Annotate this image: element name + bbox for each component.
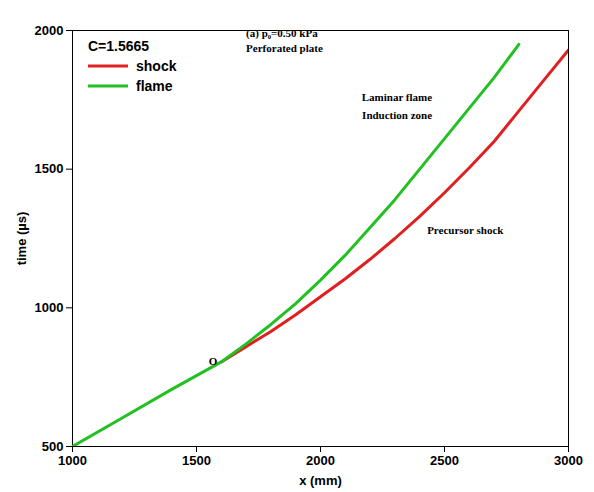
- svg-text:Induction zone: Induction zone: [362, 109, 432, 121]
- svg-text:1000: 1000: [35, 300, 64, 315]
- html-text:C=1.5665: C=1.5665: [88, 38, 150, 54]
- svg-text:2500: 2500: [430, 453, 459, 468]
- svg-text:1000: 1000: [58, 453, 87, 468]
- svg-text:1500: 1500: [182, 453, 211, 468]
- html-text:flame: flame: [136, 78, 173, 94]
- svg-text:Perforated plate: Perforated plate: [246, 42, 323, 54]
- svg-text:3000: 3000: [554, 453, 583, 468]
- svg-text:time (µs): time (µs): [14, 212, 29, 266]
- svg-text:1500: 1500: [35, 161, 64, 176]
- svg-text:Laminar flame: Laminar flame: [362, 91, 432, 103]
- html-text:shock: shock: [136, 58, 177, 74]
- svg-text:2000: 2000: [35, 23, 64, 38]
- svg-text:Precursor shock: Precursor shock: [427, 224, 504, 236]
- svg-text:500: 500: [42, 439, 64, 454]
- svg-text:2000: 2000: [306, 453, 335, 468]
- svg-text:O: O: [209, 355, 218, 367]
- svg-text:x (mm): x (mm): [299, 473, 342, 488]
- svg-text:(a) p₀=0.50 kPa: (a) p₀=0.50 kPa: [246, 27, 318, 40]
